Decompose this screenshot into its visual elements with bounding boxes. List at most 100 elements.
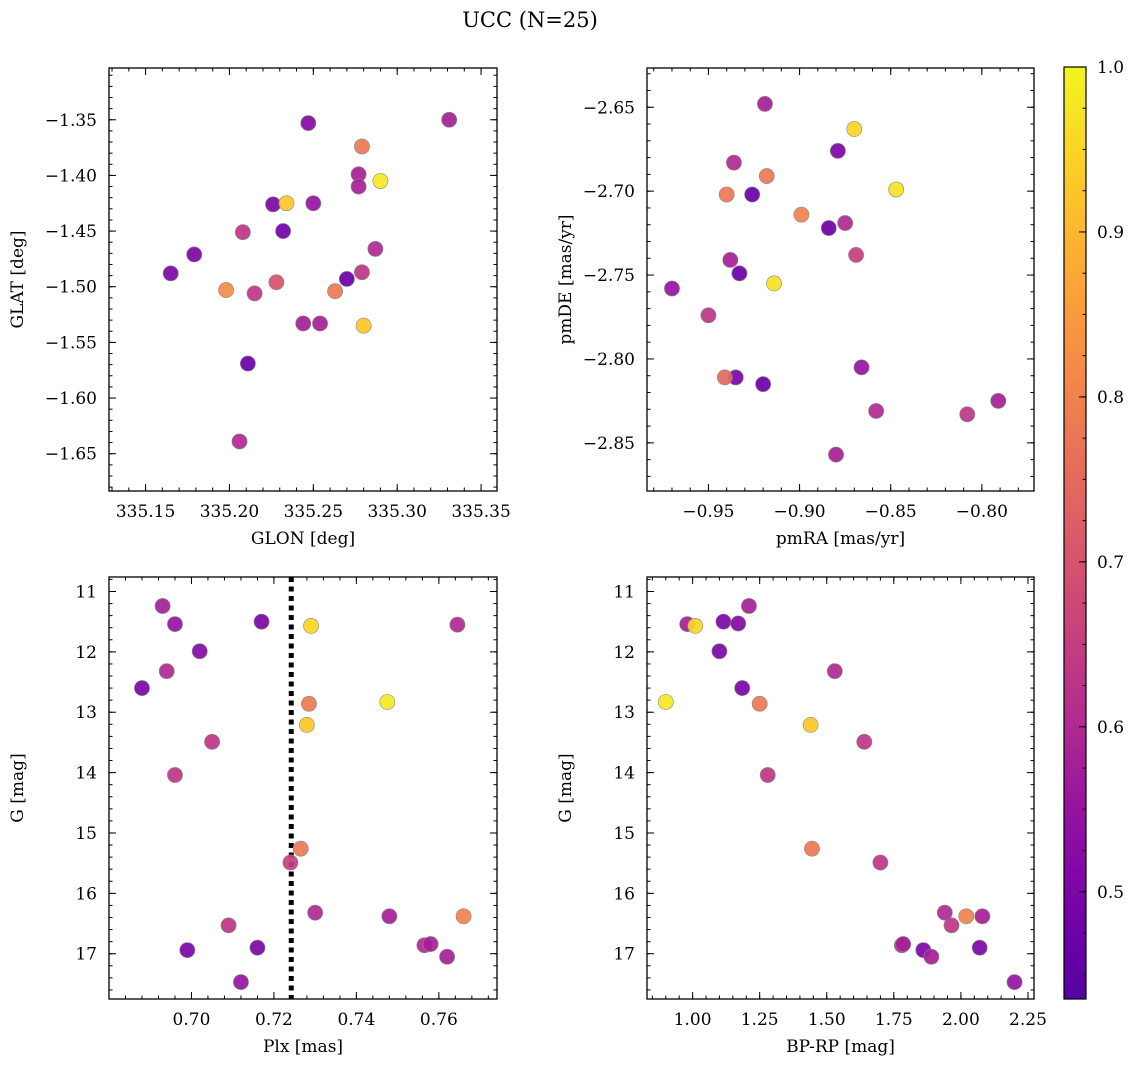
data-point bbox=[793, 206, 810, 223]
data-point bbox=[307, 904, 324, 921]
data-point bbox=[167, 767, 183, 783]
data-point bbox=[722, 252, 739, 268]
colorbar-tick-label: 1.0 bbox=[1097, 58, 1124, 78]
data-point bbox=[958, 908, 975, 925]
data-point bbox=[233, 974, 249, 990]
data-point bbox=[372, 173, 389, 189]
y-tick-label: −1.35 bbox=[45, 111, 97, 131]
y-axis-label: GLAT [deg] bbox=[8, 230, 28, 328]
data-point bbox=[441, 111, 458, 128]
data-point bbox=[853, 359, 870, 376]
data-point bbox=[971, 939, 988, 956]
data-point bbox=[751, 695, 768, 712]
colorbar-gradient bbox=[1063, 66, 1087, 1000]
y-tick-label: −1.45 bbox=[45, 222, 97, 242]
y-tick-label: −1.50 bbox=[45, 278, 97, 298]
colorbar-tick-label: 0.7 bbox=[1097, 553, 1124, 573]
axis-ticks bbox=[647, 577, 1034, 999]
x-tick-label: 335.20 bbox=[200, 502, 259, 522]
y-tick-label: 16 bbox=[613, 884, 635, 904]
y-tick-label: 14 bbox=[613, 764, 635, 784]
data-point bbox=[367, 240, 384, 257]
data-point bbox=[231, 433, 248, 450]
data-point bbox=[700, 307, 717, 324]
data-point bbox=[292, 840, 309, 857]
x-tick-label: 1.25 bbox=[741, 1010, 779, 1030]
x-tick-label: 335.30 bbox=[367, 502, 426, 522]
data-point bbox=[253, 613, 270, 630]
y-tick-label: −1.40 bbox=[45, 166, 97, 186]
data-point bbox=[959, 406, 976, 423]
data-point bbox=[734, 680, 751, 696]
data-point bbox=[439, 948, 456, 965]
data-point bbox=[299, 717, 315, 733]
axis-ticks bbox=[108, 577, 497, 999]
data-point bbox=[848, 247, 864, 263]
colorbar: 0.5 0.6 0.7 0.8 0.9 1.0 bbox=[1063, 58, 1124, 1000]
x-tick-label: 2.00 bbox=[942, 1010, 980, 1030]
y-tick-label: 15 bbox=[75, 824, 97, 844]
y-tick-label: 12 bbox=[613, 643, 635, 663]
y-tick-label: 13 bbox=[75, 703, 97, 723]
data-point bbox=[657, 694, 674, 710]
data-point bbox=[766, 275, 782, 292]
axes-frame bbox=[646, 576, 1035, 1000]
y-tick-label: 12 bbox=[75, 643, 97, 663]
y-tick-label: 14 bbox=[75, 764, 97, 784]
data-point bbox=[1006, 974, 1023, 990]
data-point bbox=[664, 280, 680, 297]
data-point bbox=[167, 616, 183, 632]
data-point bbox=[820, 220, 837, 236]
data-point bbox=[355, 317, 372, 334]
data-point bbox=[354, 264, 370, 281]
data-point bbox=[379, 694, 396, 710]
data-point bbox=[278, 195, 295, 212]
x-tick-label: 335.15 bbox=[116, 502, 175, 522]
x-tick-label: −0.95 bbox=[682, 502, 734, 522]
data-point bbox=[730, 615, 747, 632]
axes-frame bbox=[646, 67, 1035, 492]
data-point bbox=[265, 196, 281, 213]
data-point bbox=[715, 613, 732, 630]
data-point bbox=[354, 138, 370, 155]
data-point bbox=[234, 224, 251, 241]
y-tick-label: −1.55 bbox=[45, 333, 97, 353]
y-tick-label: 17 bbox=[75, 945, 97, 965]
data-point bbox=[134, 680, 150, 696]
data-point bbox=[990, 392, 1007, 409]
data-point bbox=[300, 115, 317, 132]
x-axis-label: pmRA [mas/yr] bbox=[776, 529, 905, 549]
x-tick-label: 335.25 bbox=[284, 502, 343, 522]
data-point bbox=[718, 186, 735, 203]
data-point bbox=[191, 643, 208, 660]
y-tick-label: 11 bbox=[75, 582, 97, 602]
data-point bbox=[731, 265, 748, 282]
x-tick-label: 1.50 bbox=[808, 1010, 846, 1030]
data-point bbox=[826, 663, 843, 680]
data-point bbox=[218, 282, 234, 298]
data-point bbox=[179, 942, 196, 958]
data-point bbox=[804, 840, 820, 857]
panel-magnitude-parallax: 0.70 0.72 0.74 0.76 11 12 13 14 15 16 17 Plx [mas] G… bbox=[8, 576, 498, 1057]
data-point bbox=[759, 767, 776, 783]
data-point bbox=[716, 369, 733, 386]
axes-frame bbox=[108, 67, 498, 492]
x-axis-label: BP-RP [mag] bbox=[786, 1037, 895, 1057]
y-tick-label: −2.70 bbox=[583, 182, 635, 202]
data-point bbox=[282, 854, 299, 871]
x-tick-label: −0.90 bbox=[774, 502, 826, 522]
data-point bbox=[758, 168, 775, 184]
data-point bbox=[741, 598, 757, 614]
data-point bbox=[186, 246, 203, 263]
data-point bbox=[275, 223, 292, 239]
data-point bbox=[895, 936, 912, 952]
x-tick-label: 0.74 bbox=[337, 1010, 375, 1030]
x-tick-label: 0.72 bbox=[255, 1010, 293, 1030]
data-point bbox=[162, 265, 179, 282]
x-tick-label: 0.76 bbox=[420, 1010, 458, 1030]
x-tick-label: 335.35 bbox=[451, 502, 510, 522]
y-axis-label: pmDE [mas/yr] bbox=[556, 214, 576, 344]
y-tick-label: 17 bbox=[613, 945, 635, 965]
y-tick-label: 11 bbox=[613, 582, 635, 602]
